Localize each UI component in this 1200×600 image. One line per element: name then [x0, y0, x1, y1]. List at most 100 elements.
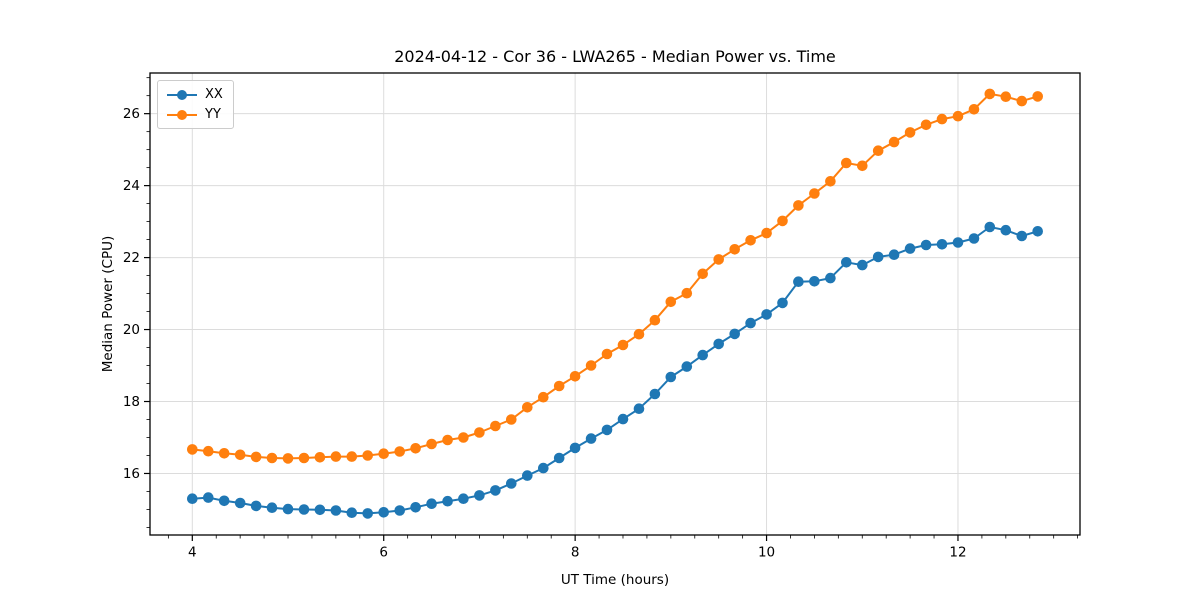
data-point-xx [490, 485, 501, 496]
data-point-yy [649, 314, 661, 326]
data-point-xx [314, 504, 326, 516]
y-tick-label: 26 [123, 106, 140, 122]
data-point-yy [378, 448, 390, 460]
data-point-yy [458, 432, 469, 443]
data-point-xx [809, 276, 820, 287]
data-point-yy [1016, 95, 1028, 107]
data-point-yy [1032, 91, 1043, 102]
data-point-xx [761, 309, 772, 320]
data-point-yy [538, 391, 549, 403]
data-point-xx [538, 462, 549, 474]
data-point-yy [777, 215, 788, 227]
data-point-yy [346, 451, 358, 462]
data-point-xx [872, 251, 884, 263]
data-point-yy [841, 157, 852, 169]
y-tick-label: 20 [123, 322, 140, 338]
data-point-xx [394, 505, 406, 516]
data-point-xx [250, 500, 262, 512]
data-point-xx [1000, 224, 1012, 236]
data-point-yy [282, 453, 294, 464]
data-point-xx [378, 507, 390, 518]
data-point-yy [601, 348, 613, 360]
data-point-xx [569, 442, 581, 454]
data-point-xx [729, 328, 740, 340]
y-axis-label: Median Power (CPU) [100, 235, 116, 373]
data-point-xx [426, 498, 437, 510]
data-point-yy [968, 104, 980, 115]
data-point-yy [872, 145, 884, 156]
axes-frame [149, 72, 1081, 536]
x-tick-label: 12 [949, 545, 966, 561]
data-point-xx [203, 492, 214, 503]
data-point-yy [426, 438, 437, 450]
data-point-xx [187, 493, 198, 505]
data-point-xx [968, 233, 980, 244]
data-point-yy [793, 200, 804, 211]
data-point-yy [729, 244, 740, 255]
data-point-yy [442, 434, 453, 446]
data-point-yy [474, 427, 485, 438]
data-point-yy [697, 268, 708, 280]
data-point-yy [298, 452, 310, 464]
data-point-yy [857, 160, 868, 172]
data-point-xx [1032, 226, 1043, 237]
y-tick-label: 22 [123, 250, 140, 266]
data-point-yy [920, 119, 932, 131]
data-point-xx [298, 504, 310, 515]
data-point-yy [362, 450, 374, 461]
legend-item-xx: XX [166, 86, 223, 103]
data-point-xx [984, 221, 996, 233]
data-point-yy [522, 402, 533, 413]
data-point-xx [218, 495, 230, 507]
data-point-xx [713, 338, 724, 350]
chart-title: 2024-04-12 - Cor 36 - LWA265 - Median Po… [394, 47, 836, 66]
data-point-yy [394, 446, 406, 457]
y-tick-label: 16 [123, 466, 140, 482]
data-point-xx [506, 478, 517, 489]
data-point-xx [697, 349, 708, 361]
data-point-xx [282, 503, 294, 515]
data-point-xx [952, 237, 964, 248]
data-point-xx [234, 497, 246, 509]
y-tick-label: 18 [123, 394, 140, 410]
data-point-xx [458, 493, 469, 505]
data-point-xx [362, 508, 374, 519]
data-point-yy [506, 414, 517, 425]
data-point-xx [266, 502, 278, 513]
data-point-xx [330, 505, 342, 516]
data-point-xx [920, 239, 932, 251]
data-point-yy [888, 136, 900, 148]
data-point-xx [777, 297, 788, 309]
data-point-xx [585, 433, 597, 444]
data-point-xx [617, 413, 629, 425]
legend-swatch-icon [167, 89, 197, 100]
x-tick-label: 10 [758, 545, 775, 561]
data-point-yy [234, 449, 246, 461]
data-point-yy [187, 444, 198, 455]
data-point-yy [745, 235, 756, 246]
series-line-yy [191, 92, 1039, 460]
data-point-xx [904, 243, 916, 254]
data-point-yy [633, 328, 645, 340]
y-tick-label: 24 [123, 178, 140, 194]
data-point-xx [745, 317, 756, 329]
data-point-yy [250, 451, 262, 463]
data-point-xx [649, 388, 661, 400]
x-axis-label: UT Time (hours) [560, 572, 670, 588]
data-point-xx [346, 507, 358, 518]
data-point-xx [474, 490, 485, 501]
data-point-xx [1016, 230, 1028, 242]
data-point-yy [665, 296, 677, 308]
series-line-xx [191, 226, 1039, 515]
data-point-yy [936, 113, 948, 125]
data-point-xx [442, 495, 453, 507]
data-point-yy [330, 451, 342, 462]
data-point-yy [218, 448, 230, 459]
data-point-yy [904, 127, 916, 138]
data-point-yy [825, 176, 836, 187]
data-point-xx [888, 249, 900, 260]
data-point-xx [793, 276, 804, 288]
data-point-yy [984, 88, 996, 100]
